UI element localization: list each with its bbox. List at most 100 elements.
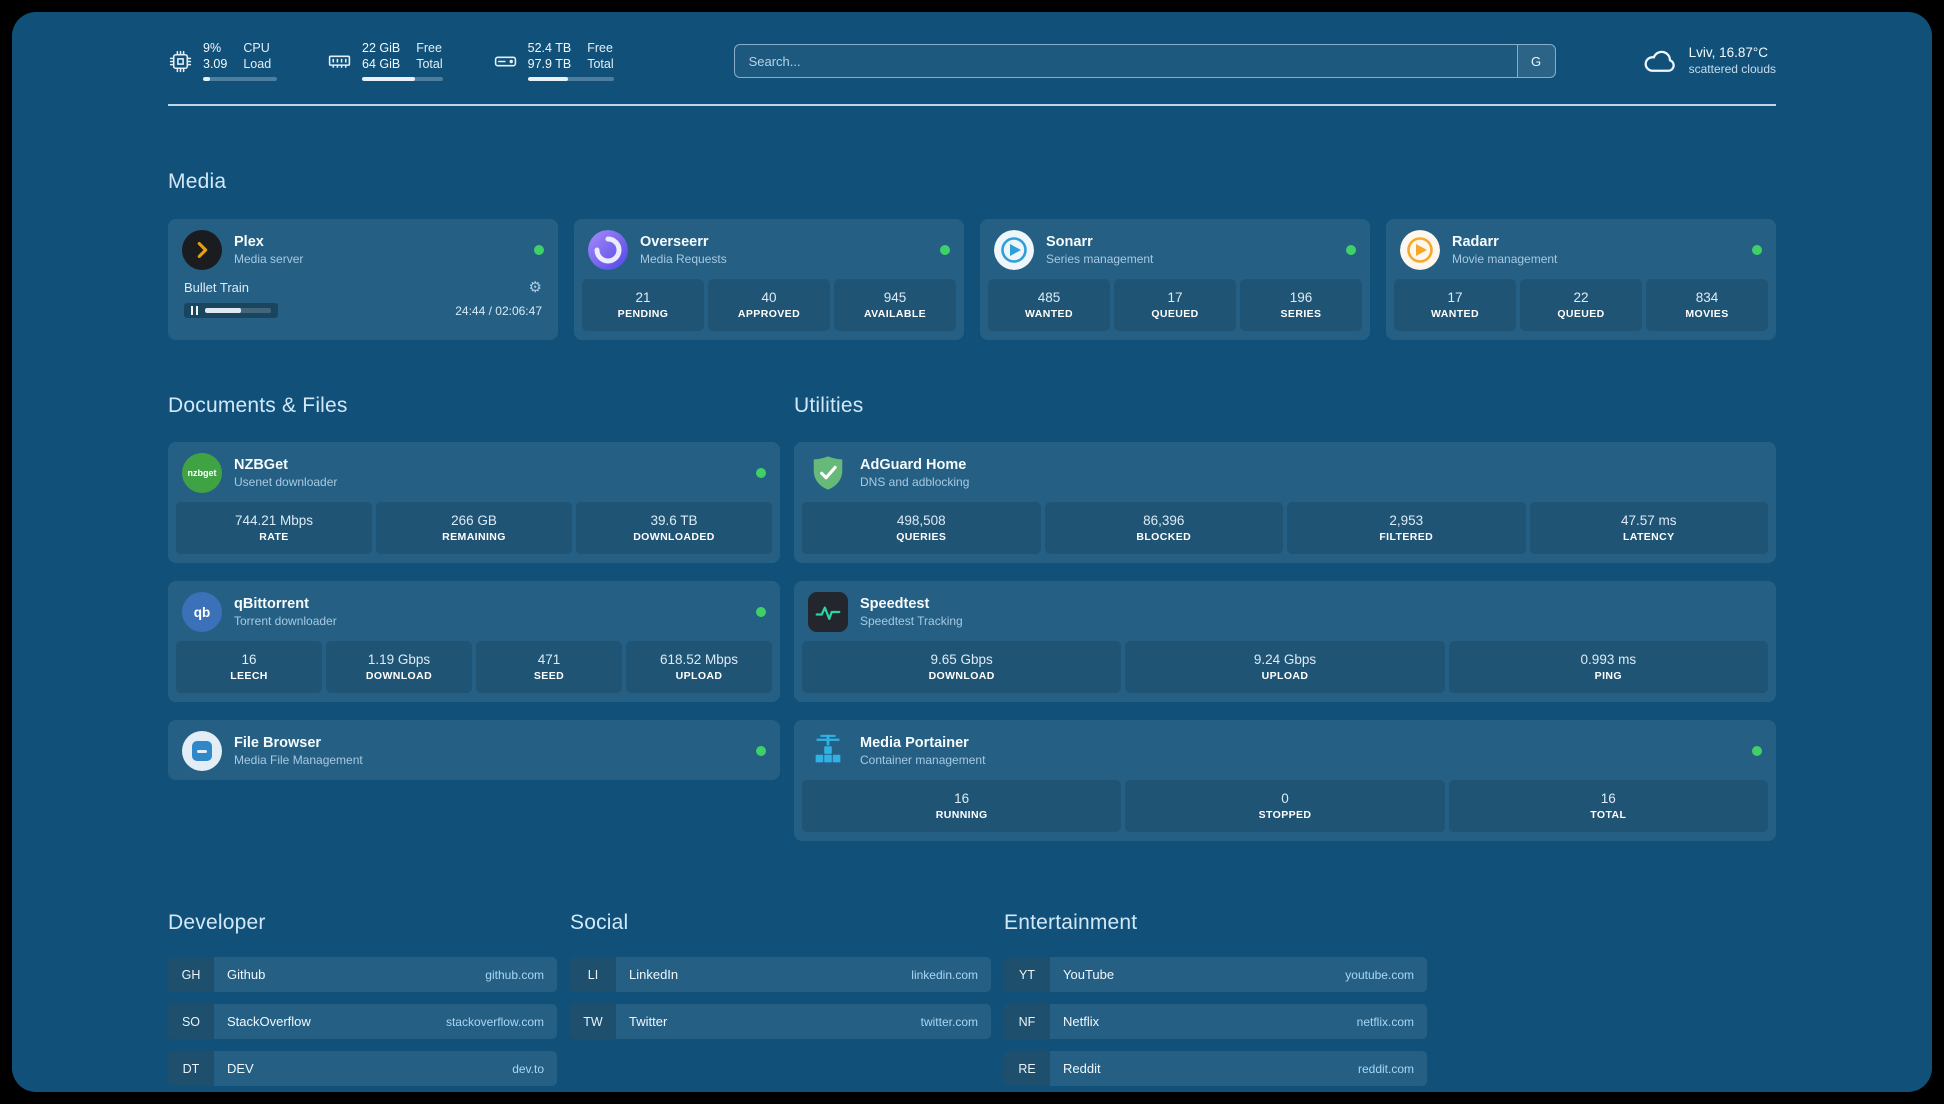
- stat-label: RATE: [259, 531, 289, 543]
- app-subtitle: Media File Management: [234, 753, 363, 767]
- stat-label: RUNNING: [935, 809, 988, 821]
- stat-value: 485: [1037, 290, 1061, 305]
- card-sonarr[interactable]: Sonarr Series management 485 WANTED 17 Q…: [980, 219, 1370, 340]
- media-section: Media Plex Media server: [168, 170, 1776, 340]
- seek-fill: [205, 308, 242, 313]
- disk-progress-fill: [527, 76, 569, 81]
- cpu-label: CPU: [243, 41, 270, 56]
- stat-wanted: 17 WANTED: [1394, 279, 1516, 331]
- stat-label: UPLOAD: [1261, 670, 1309, 682]
- bookmark-name: StackOverflow: [227, 1014, 311, 1029]
- seek-track[interactable]: [205, 308, 271, 313]
- player-seek-bar[interactable]: [184, 303, 278, 318]
- memory-free-label: Free: [416, 41, 442, 56]
- bookmark-url: dev.to: [512, 1061, 544, 1076]
- nzbget-icon-text: nzbget: [187, 468, 217, 478]
- stat-total: 16 TOTAL: [1448, 780, 1768, 832]
- stat-filtered: 2,953 FILTERED: [1287, 502, 1526, 554]
- bookmark-twitter[interactable]: TW Twitter twitter.com: [570, 1004, 991, 1039]
- stat-remaining: 266 GB REMAINING: [376, 502, 572, 554]
- utilities-section: Utilities AdGuard Home: [794, 394, 1776, 841]
- app-subtitle: Series management: [1046, 252, 1154, 266]
- stat-value: 498,508: [896, 513, 946, 528]
- bookmark-netflix[interactable]: NF Netflix netflix.com: [1004, 1004, 1427, 1039]
- section-title-entertainment: Entertainment: [1004, 911, 1138, 934]
- stat-value: 834: [1695, 290, 1719, 305]
- bookmark-linkedin[interactable]: LI LinkedIn linkedin.com: [570, 957, 991, 992]
- stat-blocked: 86,396 BLOCKED: [1044, 502, 1283, 554]
- cpu-load-value: 3.09: [203, 57, 228, 71]
- stat-value: 47.57 ms: [1620, 513, 1677, 528]
- card-portainer[interactable]: Media Portainer Container management 16 …: [794, 720, 1776, 841]
- portainer-icon: [808, 731, 848, 771]
- stat-queued: 22 QUEUED: [1520, 279, 1642, 331]
- pause-icon[interactable]: [191, 306, 198, 315]
- stat-label: FILTERED: [1379, 531, 1434, 543]
- bookmark-name: YouTube: [1063, 967, 1115, 982]
- stat-label: QUERIES: [896, 531, 947, 543]
- status-dot: [1752, 746, 1762, 756]
- section-title-documents: Documents & Files: [168, 394, 348, 417]
- stat-label: SEED: [533, 670, 565, 682]
- memory-free-value: 22 GiB: [362, 41, 401, 56]
- stat-seed: 471 SEED: [476, 641, 622, 693]
- section-title-developer: Developer: [168, 911, 266, 934]
- stat-label: WANTED: [1025, 308, 1073, 320]
- bookmark-abbr: DT: [168, 1051, 214, 1086]
- stat-value: 17: [1167, 290, 1183, 305]
- stat-label: APPROVED: [737, 308, 801, 320]
- search-bar[interactable]: G: [733, 44, 1556, 78]
- card-speedtest[interactable]: Speedtest Speedtest Tracking 9.65 Gbps D…: [794, 581, 1776, 702]
- card-filebrowser[interactable]: File Browser Media File Management: [168, 720, 780, 780]
- stat-running: 16 RUNNING: [802, 780, 1122, 832]
- stat-value: 0.993 ms: [1580, 652, 1637, 667]
- weather-condition: scattered clouds: [1688, 61, 1776, 76]
- cpu-icon: [169, 50, 192, 72]
- app-subtitle: Media Requests: [640, 252, 727, 266]
- stat-label: SERIES: [1280, 308, 1322, 320]
- stat-value: 266 GB: [451, 513, 497, 528]
- search-input[interactable]: [734, 45, 1517, 77]
- stat-upload: 9.24 Gbps UPLOAD: [1125, 641, 1445, 693]
- bookmark-github[interactable]: GH Github github.com: [168, 957, 557, 992]
- qbittorrent-icon: qb: [182, 592, 222, 632]
- bookmark-youtube[interactable]: YT YouTube youtube.com: [1004, 957, 1427, 992]
- cpu-progress-bar: [203, 76, 277, 81]
- card-radarr[interactable]: Radarr Movie management 17 WANTED 22 QUE…: [1386, 219, 1776, 340]
- cpu-metric: 9% 3.09 CPU Load: [168, 41, 277, 81]
- section-title-media: Media: [168, 170, 227, 193]
- card-qbittorrent[interactable]: qb qBittorrent Torrent downloader 16: [168, 581, 780, 702]
- card-overseerr[interactable]: Overseerr Media Requests 21 PENDING 40 A…: [574, 219, 964, 340]
- stat-value: 618.52 Mbps: [659, 652, 739, 667]
- disk-icon: [494, 56, 516, 66]
- app-title: Radarr: [1452, 234, 1499, 250]
- stat-downloaded: 39.6 TB DOWNLOADED: [576, 502, 772, 554]
- app-title: qBittorrent: [234, 596, 309, 612]
- stat-value: 16: [1600, 791, 1616, 806]
- bookmark-reddit[interactable]: RE Reddit reddit.com: [1004, 1051, 1427, 1086]
- stat-label: UPLOAD: [675, 670, 723, 682]
- stat-value: 945: [883, 290, 907, 305]
- dashboard: 9% 3.09 CPU Load: [12, 12, 1932, 1092]
- stat-available: 945 AVAILABLE: [834, 279, 956, 331]
- bookmark-dev[interactable]: DT DEV dev.to: [168, 1051, 557, 1086]
- status-dot: [756, 746, 766, 756]
- stat-pending: 21 PENDING: [582, 279, 704, 331]
- stat-label: PENDING: [617, 308, 669, 320]
- bookmark-abbr: LI: [570, 957, 616, 992]
- card-nzbget[interactable]: nzbget NZBGet Usenet downloader 744.21 M…: [168, 442, 780, 563]
- card-plex[interactable]: Plex Media server Bullet Train ⚙: [168, 219, 558, 340]
- card-adguard[interactable]: AdGuard Home DNS and adblocking 498,508 …: [794, 442, 1776, 563]
- bookmarks-entertainment: Entertainment YT YouTube youtube.com NF …: [1004, 911, 1427, 1086]
- stat-value: 744.21 Mbps: [234, 513, 314, 528]
- search-engine-button[interactable]: G: [1516, 45, 1555, 77]
- stat-label: LATENCY: [1622, 531, 1675, 543]
- bookmark-abbr: GH: [168, 957, 214, 992]
- app-title: AdGuard Home: [860, 457, 967, 473]
- gear-icon[interactable]: ⚙: [528, 279, 542, 296]
- bookmark-abbr: TW: [570, 1004, 616, 1039]
- memory-total-value: 64 GiB: [362, 57, 401, 71]
- bookmark-stackoverflow[interactable]: SO StackOverflow stackoverflow.com: [168, 1004, 557, 1039]
- status-dot: [534, 245, 544, 255]
- plex-icon: [182, 230, 222, 270]
